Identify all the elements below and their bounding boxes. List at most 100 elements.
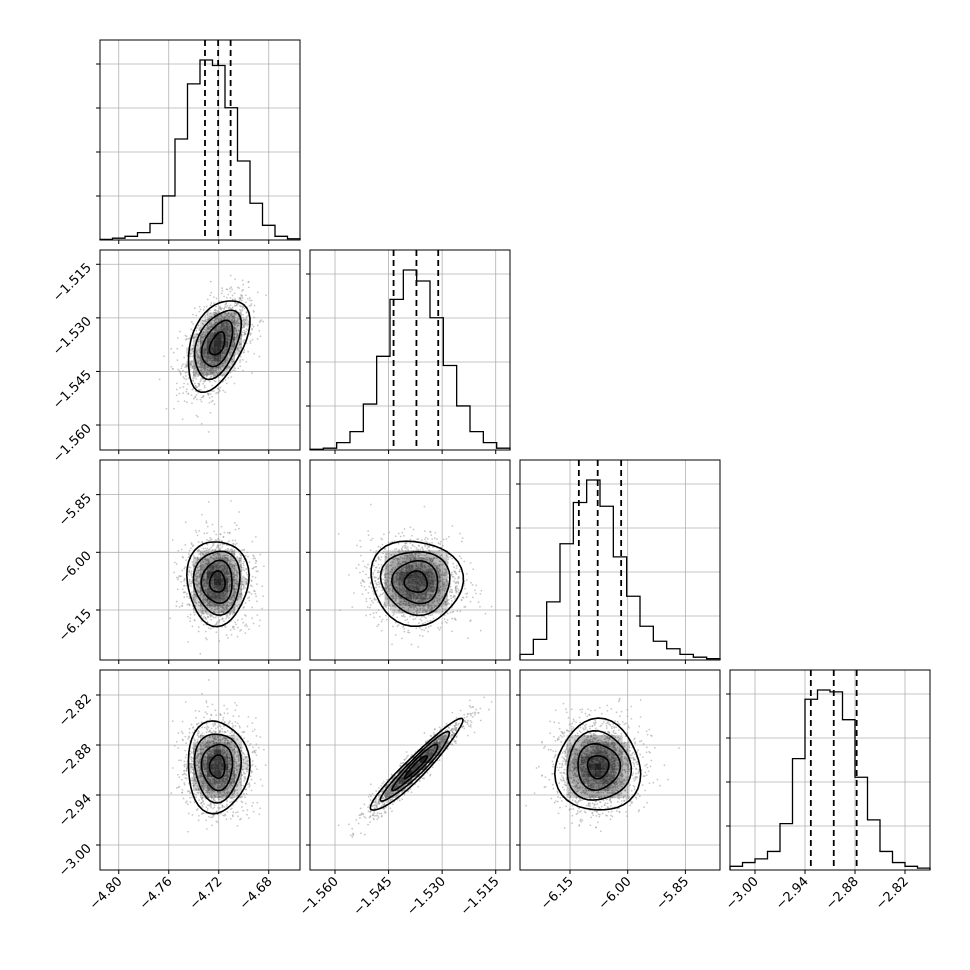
sample-point [248, 561, 251, 564]
sample-point [246, 625, 248, 628]
sample-point [226, 531, 229, 534]
sample-point [215, 533, 218, 536]
sample-point [186, 615, 189, 618]
sample-point [389, 584, 392, 587]
sample-point [198, 305, 201, 308]
sample-point [179, 373, 182, 376]
density-cell [193, 557, 200, 565]
sample-point [175, 576, 178, 579]
y-tick-label: −6.15 [56, 606, 95, 645]
sample-point [177, 368, 179, 371]
sample-point [253, 304, 256, 307]
sample-point [359, 554, 362, 557]
sample-point [388, 531, 391, 534]
panel-frame [99, 39, 301, 241]
sample-point [420, 619, 423, 622]
sample-point [198, 366, 201, 368]
sample-point [437, 542, 440, 545]
sample-point [380, 564, 383, 566]
sample-point [443, 614, 446, 617]
sample-point [202, 617, 204, 619]
sample-point [212, 319, 214, 322]
sample-point [246, 297, 249, 300]
sample-point [210, 604, 213, 607]
sample-point [206, 374, 209, 377]
sample-point [238, 593, 240, 595]
sample-point [201, 340, 204, 342]
sample-point [179, 386, 181, 389]
sample-point [235, 329, 238, 332]
sample-point [223, 531, 226, 534]
density-cell [214, 326, 221, 334]
sample-point [198, 574, 201, 577]
sample-point [185, 371, 188, 374]
sample-point [404, 544, 407, 547]
sample-point [388, 588, 390, 591]
sample-point [441, 622, 443, 625]
sample-point [195, 372, 198, 374]
sample-point [201, 372, 204, 375]
sample-point [245, 301, 247, 304]
sample-point [227, 313, 229, 315]
sample-point [232, 587, 235, 590]
sample-point [241, 583, 244, 586]
sample-point [191, 576, 193, 578]
sample-point [371, 537, 374, 540]
sample-point [197, 362, 200, 365]
sample-point [209, 556, 212, 559]
sample-point [259, 335, 262, 338]
sample-point [394, 597, 397, 600]
sample-point [404, 619, 407, 622]
sample-point [392, 625, 394, 628]
sample-point [194, 385, 197, 388]
sample-point [472, 596, 474, 599]
sample-point [245, 578, 248, 581]
sample-point [421, 604, 424, 607]
sample-point [209, 614, 212, 617]
sample-point [235, 578, 237, 581]
sample-point [241, 594, 244, 597]
sample-point [373, 616, 375, 619]
sample-point [202, 333, 205, 335]
sample-point [239, 298, 242, 301]
sample-point [198, 569, 200, 571]
sample-point [458, 555, 461, 558]
sample-point [193, 367, 196, 370]
sample-point [388, 604, 391, 607]
sample-point [250, 303, 253, 305]
sample-point [199, 589, 202, 592]
sample-point [214, 539, 217, 542]
sample-point [372, 571, 374, 574]
density-cell [235, 340, 242, 348]
sample-point [181, 569, 184, 572]
sample-point [216, 366, 219, 369]
density-cell [193, 347, 200, 355]
sample-point [378, 567, 381, 569]
sample-point [406, 546, 409, 549]
sample-point [258, 355, 261, 358]
sample-point [204, 560, 207, 563]
sample-point [443, 581, 446, 584]
sample-point [219, 604, 221, 607]
sample-point [200, 360, 203, 363]
sample-point [190, 572, 193, 575]
sample-point [383, 533, 385, 536]
sample-point [229, 304, 232, 307]
sample-point [194, 374, 197, 377]
sample-point [227, 589, 230, 592]
sample-point [365, 597, 368, 600]
sample-point [408, 631, 411, 634]
sample-point [459, 568, 461, 571]
sample-point [183, 356, 186, 359]
sample-point [207, 548, 210, 551]
sample-point [194, 556, 197, 559]
sample-point [230, 552, 233, 555]
sample-point [245, 568, 248, 570]
sample-point [220, 539, 223, 542]
sample-point [412, 612, 415, 615]
sample-point [439, 626, 442, 629]
sample-point [391, 595, 393, 598]
density-cell [235, 599, 242, 607]
sample-point [429, 625, 432, 627]
sample-point [230, 568, 233, 570]
